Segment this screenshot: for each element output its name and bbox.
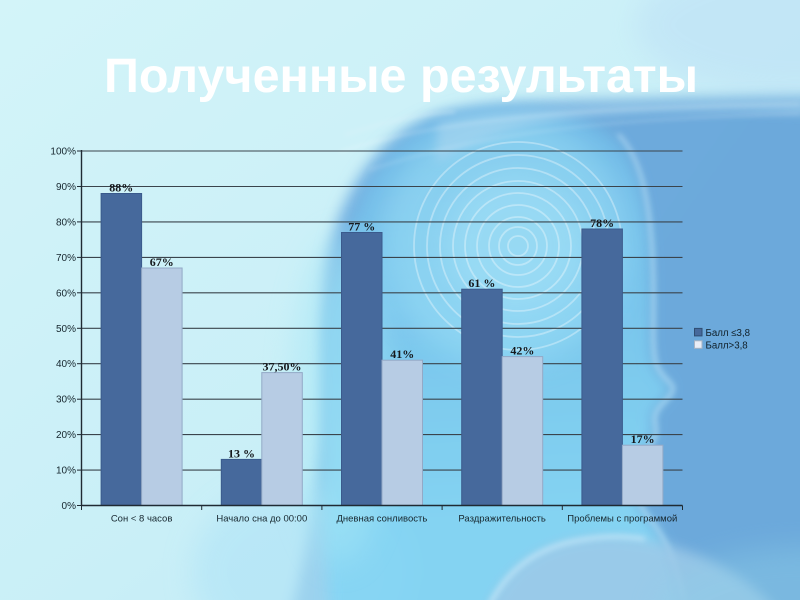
svg-text:Балл>3,8: Балл>3,8: [706, 341, 748, 352]
svg-text:Дневная сонливость: Дневная сонливость: [336, 514, 427, 525]
svg-text:Полученные результаты: Полученные результаты: [104, 49, 698, 103]
svg-text:37,50%: 37,50%: [263, 360, 302, 374]
svg-text:Начало сна до 00:00: Начало сна до 00:00: [216, 514, 307, 525]
svg-text:Раздражительность: Раздражительность: [458, 514, 545, 525]
svg-text:10%: 10%: [56, 466, 76, 477]
svg-text:41%: 41%: [390, 347, 414, 361]
svg-text:77 %: 77 %: [348, 220, 375, 234]
svg-text:42%: 42%: [510, 344, 534, 358]
svg-text:100%: 100%: [50, 147, 76, 158]
svg-text:Балл ≤3,8: Балл ≤3,8: [706, 328, 751, 339]
svg-text:60%: 60%: [56, 288, 76, 299]
svg-text:78%: 78%: [590, 216, 614, 230]
svg-text:13 %: 13 %: [228, 446, 255, 460]
svg-text:30%: 30%: [56, 395, 76, 406]
svg-text:90%: 90%: [56, 182, 76, 193]
svg-text:70%: 70%: [56, 253, 76, 264]
svg-text:Сон < 8 часов: Сон < 8 часов: [111, 514, 173, 525]
svg-text:80%: 80%: [56, 217, 76, 228]
svg-text:67%: 67%: [150, 255, 174, 269]
svg-text:Проблемы с программой: Проблемы с программой: [567, 514, 677, 525]
svg-text:0%: 0%: [62, 501, 77, 512]
svg-text:50%: 50%: [56, 324, 76, 335]
svg-text:61 %: 61 %: [468, 276, 495, 290]
svg-text:40%: 40%: [56, 359, 76, 370]
svg-text:20%: 20%: [56, 430, 76, 441]
svg-text:17%: 17%: [631, 432, 655, 446]
svg-text:88%: 88%: [109, 181, 133, 195]
